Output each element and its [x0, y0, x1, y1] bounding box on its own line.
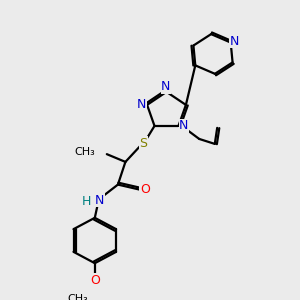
Text: N: N — [137, 98, 146, 111]
Text: CH₃: CH₃ — [75, 147, 95, 157]
Text: H: H — [82, 195, 91, 208]
Text: S: S — [140, 136, 147, 150]
Text: CH₃: CH₃ — [67, 294, 88, 300]
Text: N: N — [95, 194, 105, 207]
Text: N: N — [161, 80, 171, 93]
Text: O: O — [140, 182, 150, 196]
Text: N: N — [230, 35, 239, 48]
Text: O: O — [90, 274, 100, 287]
Text: N: N — [179, 119, 189, 132]
